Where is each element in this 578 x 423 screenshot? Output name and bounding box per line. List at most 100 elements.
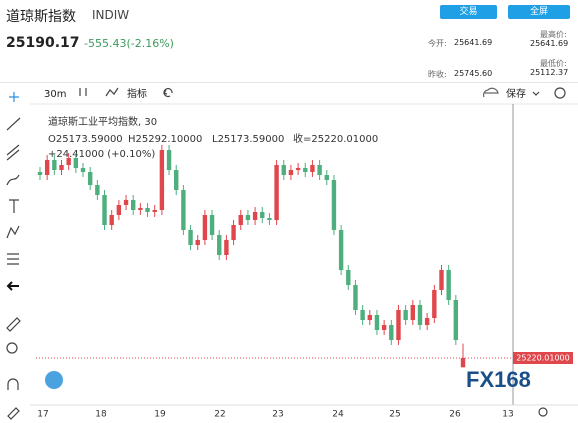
candle-body [145, 208, 150, 212]
back-tool[interactable] [6, 281, 19, 291]
candle-body [439, 270, 444, 290]
candle-body [152, 210, 157, 212]
candle-body [324, 175, 329, 180]
candle-body [303, 168, 308, 172]
brush-tool[interactable] [6, 174, 20, 186]
candle-body [37, 172, 43, 175]
candle-body [281, 165, 286, 175]
indicator-icon[interactable] [105, 87, 119, 97]
fullscreen-button[interactable]: 全屏 [508, 5, 570, 19]
legend-open: O25173.59000 [48, 134, 123, 145]
x-tick-label: 25 [389, 410, 400, 420]
candle-body [424, 318, 430, 325]
ruler-tool[interactable] [6, 317, 21, 332]
interval[interactable]: 30m [44, 89, 66, 100]
candles [37, 145, 466, 368]
candle-body [317, 165, 322, 175]
candle-body [432, 290, 437, 318]
chart-title: 道琼斯工业平均指数, 30 [48, 115, 157, 128]
candle-body [202, 215, 208, 240]
channel-tool[interactable] [6, 144, 20, 161]
stat-label: 今开: [428, 39, 447, 48]
settings-icon[interactable] [554, 87, 566, 99]
candle-body [80, 168, 86, 172]
x-tick-label: 24 [332, 410, 344, 420]
draw-lock-tool[interactable] [7, 407, 20, 420]
x-tick-label: 13 [502, 410, 513, 420]
candle-body [353, 285, 358, 310]
candle-body [374, 315, 380, 330]
last-price-label: 25220.01000 [516, 353, 569, 362]
indicators-button[interactable]: 指标 [127, 87, 147, 100]
candle-body [331, 180, 337, 230]
title: 道琼斯指数 [6, 9, 76, 25]
x-tick-label: 19 [154, 410, 166, 420]
last-price-tag [513, 351, 573, 364]
candle-body [44, 160, 50, 175]
candle-body [95, 185, 100, 195]
candle-body [267, 218, 272, 220]
candle-body [224, 240, 229, 255]
candle-body [417, 305, 423, 325]
legend-change: +24.41000 (+0.10%) [48, 149, 155, 160]
candle-body [109, 215, 114, 225]
candle-body [410, 305, 416, 320]
logo: FX168 [45, 367, 531, 392]
candle-body [59, 165, 64, 170]
candle-body [174, 170, 179, 190]
stat-value: 25112.37 [530, 68, 569, 77]
candle-body [310, 165, 315, 172]
divider [0, 82, 578, 83]
dropdown-icon[interactable] [532, 91, 540, 96]
candle-body [460, 357, 466, 368]
pattern-tool[interactable] [6, 225, 20, 239]
candle-body [338, 230, 344, 270]
candle-body [66, 158, 71, 165]
trade-button[interactable]: 交易 [440, 5, 497, 19]
candle-body [159, 150, 165, 210]
candle-body [231, 225, 236, 240]
candle-body [381, 325, 387, 330]
candle-body [346, 270, 351, 285]
save-button[interactable]: 保存 [506, 87, 526, 100]
candle-body [52, 160, 57, 170]
stat-value: 25641.69 [530, 39, 569, 48]
stat-label: 昨收: [428, 70, 447, 79]
candle-body [138, 208, 143, 210]
candle-body [360, 310, 365, 320]
axis-settings-icon[interactable] [538, 407, 548, 417]
candle-body [87, 172, 93, 185]
stat-label: 最高价: [540, 30, 567, 39]
bar-type-icon[interactable] [79, 88, 87, 96]
line-tool[interactable] [6, 117, 21, 131]
candle-body [238, 215, 243, 225]
change: -555.43(-2.16%) [84, 37, 174, 50]
undo-icon[interactable] [163, 87, 173, 98]
legend-high: H25292.10000 [128, 134, 202, 145]
candle-body [367, 315, 372, 320]
x-tick-label: 23 [272, 410, 283, 420]
text-tool[interactable] [9, 199, 19, 213]
candle-body [295, 168, 301, 170]
magnet-tool[interactable] [7, 378, 19, 390]
crosshair-tool[interactable] [9, 92, 19, 102]
stat-value: 25641.69 [454, 38, 493, 47]
candle-body [453, 300, 459, 340]
candle-body [123, 200, 129, 205]
tool-icons [6, 87, 566, 420]
zoom-tool[interactable] [6, 342, 18, 354]
x-tick-label: 18 [95, 410, 107, 420]
stat-label: 最低价: [540, 59, 567, 68]
candle-body [446, 270, 451, 300]
candle-body [403, 310, 408, 320]
candle-body [260, 212, 265, 218]
legend-low: L25173.59000 [212, 134, 284, 145]
stat-value: 25745.60 [454, 69, 493, 78]
legend-close: 收=25220.01000 [293, 132, 378, 145]
candle-body [102, 195, 107, 225]
svg-text:FX168: FX168 [466, 367, 531, 392]
fib-tool[interactable] [7, 253, 19, 265]
candle-body [116, 205, 122, 215]
candle-body [389, 325, 394, 340]
